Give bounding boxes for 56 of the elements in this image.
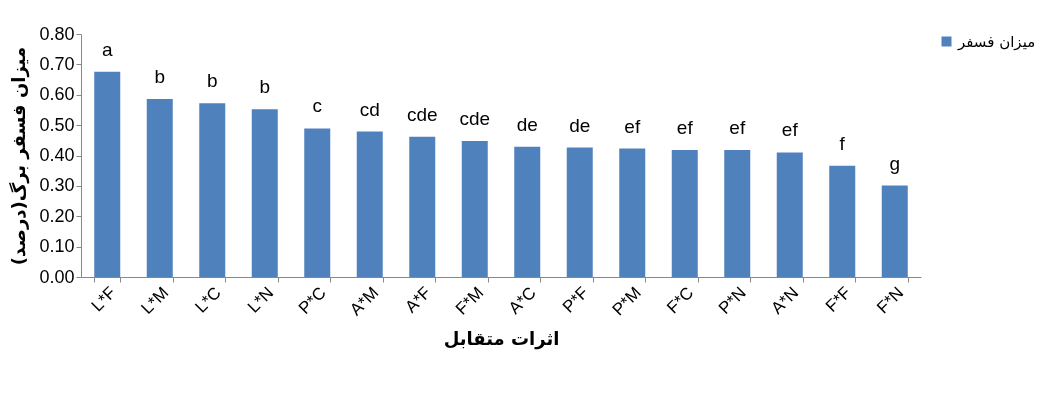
data-label: b: [259, 76, 271, 98]
bar: [776, 152, 803, 277]
bar: [829, 165, 856, 277]
x-tick-label: A*C: [504, 283, 540, 318]
data-label: c: [312, 95, 322, 117]
bar: [881, 185, 908, 277]
data-label: f: [839, 132, 846, 154]
x-tick-label: P*C: [294, 283, 330, 318]
x-tick-label: P*F: [558, 283, 593, 317]
data-label: ef: [781, 119, 799, 141]
bar: [619, 148, 646, 277]
x-tick-label: P*N: [714, 283, 750, 318]
bar: [671, 150, 698, 277]
bar: [94, 71, 121, 277]
bar: [409, 136, 436, 277]
y-tick-label: 0.50: [39, 114, 75, 135]
x-tick-label: F*N: [873, 283, 908, 318]
bar: [514, 146, 541, 277]
data-label: b: [154, 66, 166, 87]
bar: [146, 99, 173, 277]
data-label: de: [516, 113, 538, 135]
bar: [461, 140, 488, 277]
bar: [251, 109, 278, 277]
y-tick-label: 0.20: [39, 205, 75, 226]
data-label: g: [889, 152, 901, 174]
data-label: ef: [624, 115, 641, 137]
bar: [566, 147, 593, 277]
bar: [304, 128, 331, 277]
data-label: de: [569, 114, 591, 136]
y-tick-label: 0.40: [39, 145, 75, 165]
x-tick-label: F*C: [663, 283, 698, 318]
x-tick-label: L*F: [87, 283, 120, 316]
data-label: cde: [459, 107, 491, 129]
data-label: a: [101, 38, 113, 60]
y-tick-label: 0.60: [39, 84, 75, 105]
y-tick-label: 0.30: [39, 175, 75, 196]
bar: [356, 131, 383, 277]
bar: [724, 150, 751, 277]
y-tick-label: 0.10: [39, 236, 75, 257]
y-axis-title: میزان فسفر برگ(درصد): [8, 46, 31, 266]
data-label: cd: [359, 98, 380, 120]
data-label: cde: [406, 103, 438, 125]
x-tick-label: L*M: [137, 283, 173, 318]
data-label: b: [206, 70, 218, 92]
data-label: ef: [676, 117, 694, 139]
legend-label: میزان فسفر: [957, 32, 1036, 51]
data-label: ef: [729, 117, 746, 139]
bar: [199, 103, 226, 277]
x-tick-label: A*F: [401, 283, 435, 317]
y-tick-label: 0.80: [39, 23, 75, 44]
y-tick-label: 0.00: [39, 266, 75, 287]
x-axis-title: اثرات متقابل: [443, 327, 560, 350]
y-tick-label: 0.70: [39, 53, 75, 74]
x-tick-label: F*F: [821, 283, 855, 316]
x-tick-label: L*C: [191, 283, 225, 317]
x-tick-label: L*N: [243, 283, 278, 317]
